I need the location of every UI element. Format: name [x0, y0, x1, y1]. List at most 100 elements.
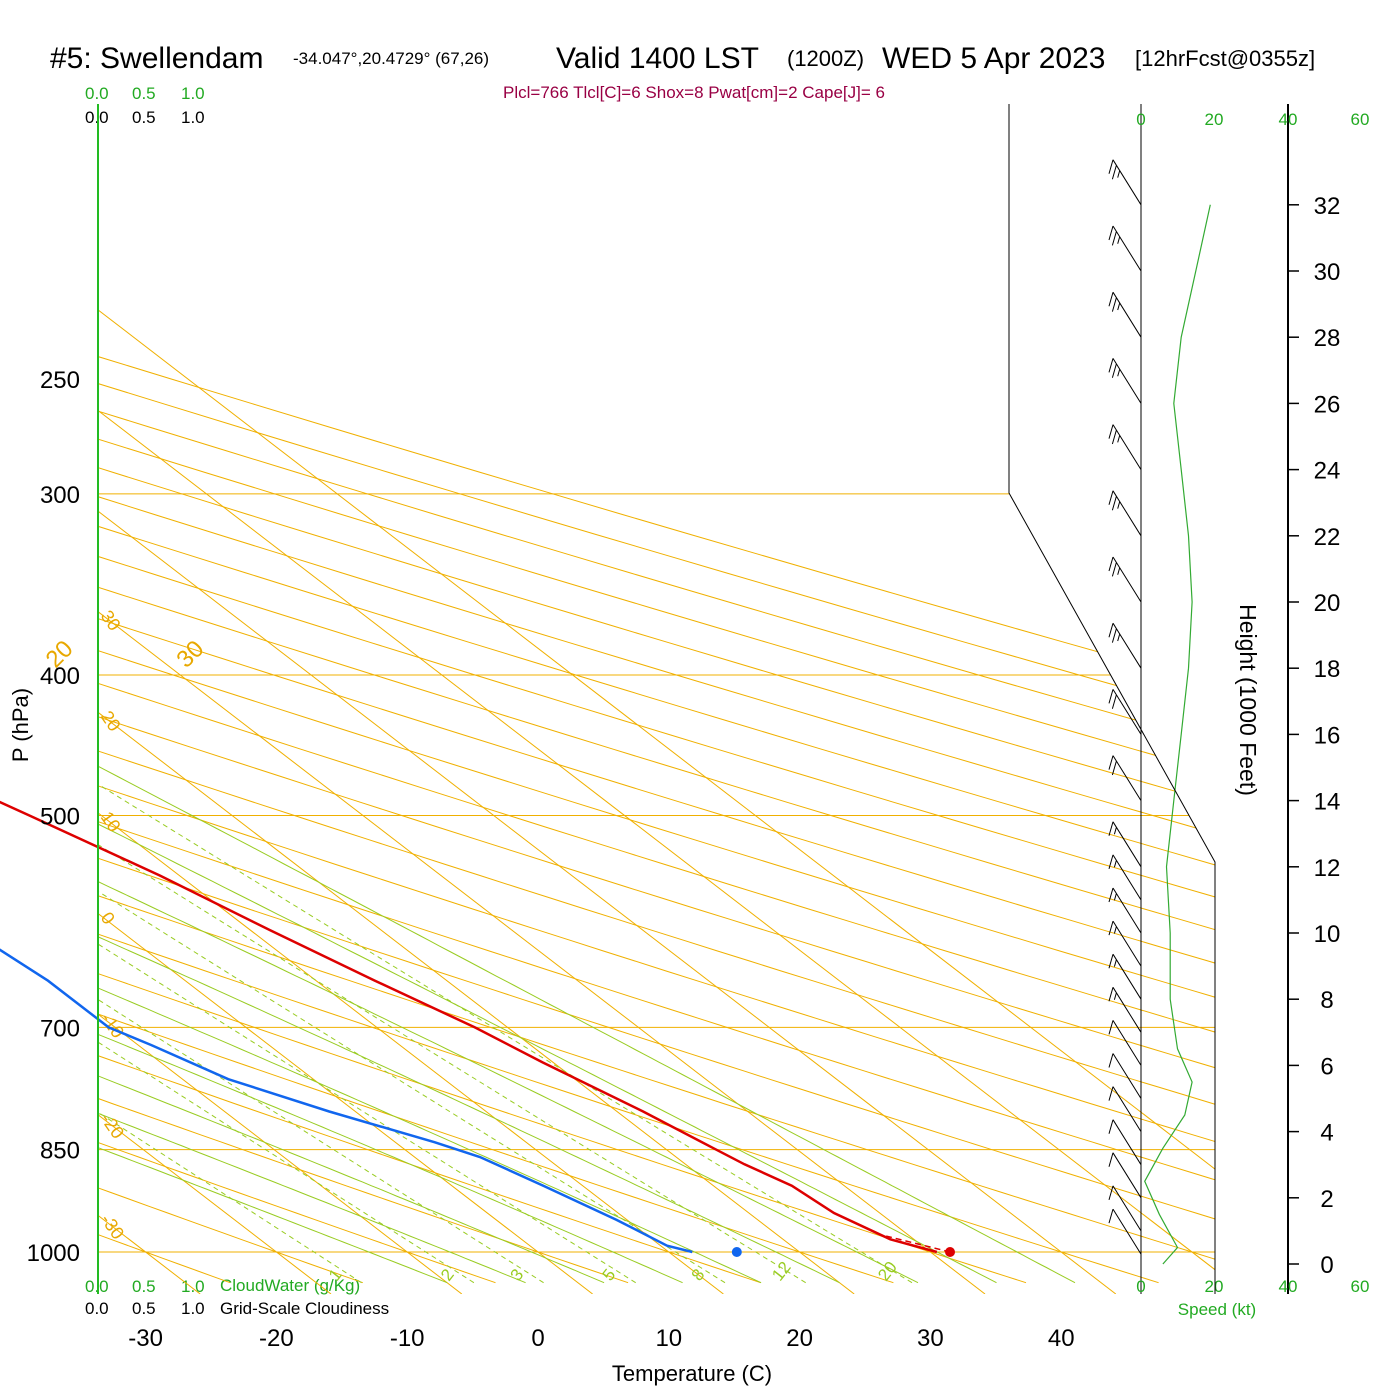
isotherm-label: 10	[97, 808, 125, 836]
cloud-tick-black: 0.0	[85, 108, 109, 127]
height-tick-label: 20	[1314, 590, 1341, 617]
wind-barb	[1108, 887, 1142, 934]
y-axis-title: P (hPa)	[8, 688, 33, 762]
station-coords: -34.047°,20.4729° (67,26)	[293, 49, 489, 68]
dry-adiabat-line	[98, 352, 1215, 1284]
mixing-ratio-line	[98, 783, 913, 1284]
temperature-profile	[0, 800, 938, 1254]
cloud-tick-black: 0.0	[85, 1299, 109, 1318]
temperature-tick-label: -20	[259, 1325, 294, 1352]
cloud-tick-green: 0.5	[132, 1277, 156, 1296]
wind-panel: 0246810121416182022242628303200202040406…	[1108, 104, 1370, 1296]
moist-adiabat-line	[98, 352, 683, 1284]
wind-barb	[1108, 953, 1142, 1000]
dry-adiabat-line	[98, 352, 1215, 1284]
wind-barb	[1108, 854, 1142, 901]
cloudwater-legend: CloudWater (g/Kg)	[220, 1276, 360, 1295]
pressure-tick-label: 850	[40, 1138, 80, 1165]
cloudiness-legend: Grid-Scale Cloudiness	[220, 1299, 389, 1318]
pressure-tick-label: 700	[40, 1015, 80, 1042]
moist-adiabat-line	[98, 352, 448, 1284]
temperature-tick-label: 20	[786, 1325, 813, 1352]
dry-adiabat-line	[98, 352, 1215, 1284]
pressure-tick-label: 1000	[27, 1240, 80, 1267]
sounding-profiles	[0, 800, 956, 1257]
isotherm-line	[98, 104, 593, 1294]
dry-adiabat-line	[98, 352, 1215, 1284]
dry-adiabat-line	[98, 352, 1027, 1284]
isotherm-line	[98, 104, 463, 1294]
dry-adiabat-line	[98, 352, 1215, 1284]
isotherm-label: -10	[97, 1009, 128, 1042]
dry-adiabat-line	[98, 352, 1215, 1284]
height-tick-label: 18	[1314, 656, 1341, 683]
wind-barb	[1108, 622, 1142, 669]
temperature-tick-label: -30	[128, 1325, 163, 1352]
valid-time: Valid 1400 LST	[556, 42, 759, 75]
forecast-info: [12hrFcst@0355z]	[1135, 46, 1315, 71]
wind-barb	[1108, 424, 1142, 470]
height-tick-label: 14	[1314, 789, 1341, 816]
speed-tick-label: 20	[1205, 110, 1224, 129]
cloud-scale-bottom: 0.0 0.5 1.0 CloudWater (g/Kg) 0.0 0.5 1.…	[85, 1276, 389, 1318]
surface-dewpoint-dot	[731, 1247, 742, 1257]
temperature-tick-label: 40	[1048, 1325, 1075, 1352]
isotherm-line	[98, 104, 1215, 1294]
dry-adiabat-line	[98, 352, 1215, 1284]
wind-barb	[1108, 225, 1142, 272]
isotherm-line	[98, 104, 1117, 1294]
height-tick-label: 26	[1314, 391, 1341, 418]
dry-adiabat-line	[98, 352, 1215, 1284]
dry-adiabat-line	[98, 352, 1215, 1284]
dry-adiabat-line	[98, 352, 363, 1284]
speed-axis-title: Speed (kt)	[1178, 1300, 1256, 1319]
dry-adiabat-line	[98, 352, 1215, 1284]
isotherm-line	[98, 104, 332, 1294]
speed-tick-label: 40	[1279, 110, 1298, 129]
wind-barb	[1108, 689, 1142, 735]
isotherm-line	[98, 104, 1215, 1294]
wind-barb	[1108, 821, 1142, 868]
wind-barb	[1108, 1185, 1142, 1232]
pressure-tick-label: 500	[40, 804, 80, 831]
wind-barb	[1108, 920, 1142, 967]
wind-barb	[1108, 1119, 1142, 1165]
dry-adiabat-line	[98, 352, 761, 1284]
wind-barb	[1108, 1086, 1142, 1132]
isotherm-line	[98, 104, 986, 1294]
mixing-ratio-line	[98, 1041, 475, 1284]
dry-adiabat-line	[98, 352, 1215, 1284]
isotherm-line	[98, 104, 855, 1294]
cloud-tick-black: 1.0	[181, 1299, 205, 1318]
height-tick-label: 8	[1320, 987, 1333, 1014]
dewpoint-profile	[0, 948, 693, 1254]
dry-adiabat-line	[98, 352, 1215, 1284]
moist-adiabat-line	[98, 352, 1076, 1284]
height-tick-label: 30	[1314, 259, 1341, 286]
utc-time: (1200Z)	[787, 46, 864, 71]
moist-adiabat-line	[98, 352, 840, 1284]
mixing-ratio-line	[98, 843, 806, 1284]
valid-date: WED 5 Apr 2023	[882, 42, 1105, 75]
pressure-tick-label: 400	[40, 663, 80, 690]
mixing-ratio-label: 8	[688, 1265, 709, 1284]
temperature-tick-label: 10	[655, 1325, 682, 1352]
speed-tick-label: 60	[1351, 1277, 1370, 1296]
wind-barb	[1108, 556, 1142, 603]
wind-barb	[1108, 755, 1142, 801]
moist-adiabat-line	[98, 352, 605, 1284]
moist-adiabat-line	[98, 352, 762, 1284]
dry-adiabat-line	[98, 352, 1215, 1284]
wind-barb	[1108, 159, 1142, 206]
speed-tick-label: 40	[1279, 1277, 1298, 1296]
moist-adiabat-line	[98, 352, 997, 1284]
height-tick-label: 32	[1314, 193, 1341, 220]
temperature-tick-label: 30	[917, 1325, 944, 1352]
wind-barb	[1108, 1152, 1142, 1199]
moist-adiabat-line	[98, 352, 526, 1284]
parcel-dash	[885, 1235, 951, 1253]
height-tick-label: 28	[1314, 325, 1341, 352]
wind-speed-line	[1144, 204, 1211, 1265]
